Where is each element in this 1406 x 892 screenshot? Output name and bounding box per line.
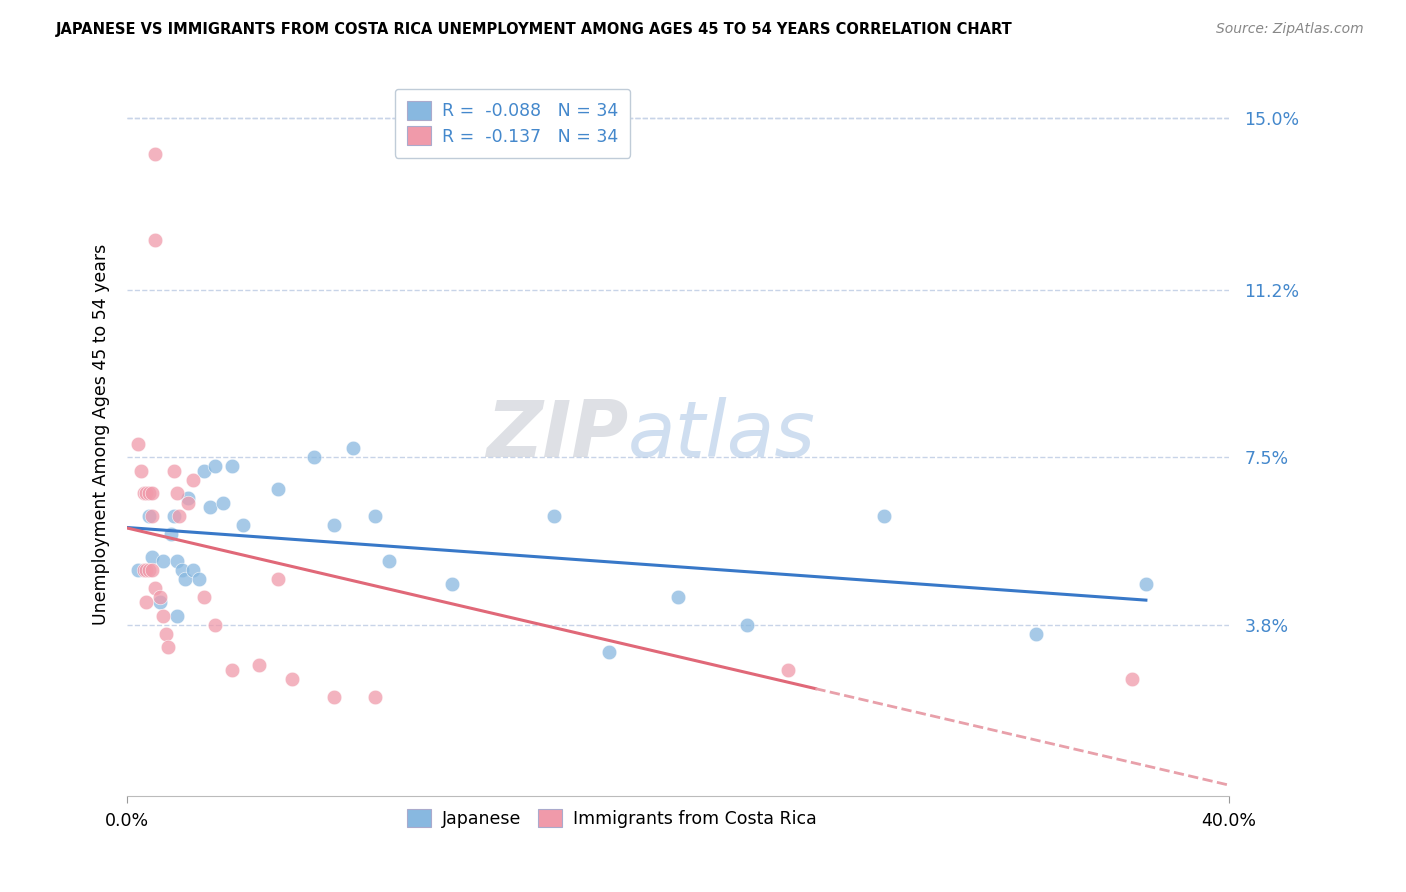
Point (155, 626, 177, 640)
Point (377, 554, 399, 568)
Point (873, 509, 896, 524)
Point (181, 473, 204, 487)
Point (157, 640, 180, 655)
Point (127, 436, 149, 450)
Legend: Japanese, Immigrants from Costa Rica: Japanese, Immigrants from Costa Rica (399, 802, 824, 835)
Point (176, 491, 198, 505)
Point (166, 608, 188, 623)
Text: ZIP: ZIP (486, 397, 628, 473)
Y-axis label: Unemployment Among Ages 45 to 54 years: Unemployment Among Ages 45 to 54 years (93, 244, 110, 625)
Point (138, 486, 160, 500)
Point (129, 464, 152, 478)
Point (141, 509, 163, 524)
Point (163, 464, 186, 478)
Point (141, 486, 163, 500)
Point (166, 486, 188, 500)
Point (267, 573, 290, 587)
Point (169, 509, 191, 524)
Point (232, 518, 254, 533)
Point (163, 509, 186, 524)
Point (364, 509, 387, 524)
Point (143, 147, 166, 161)
Point (193, 591, 215, 605)
Point (281, 672, 304, 686)
Point (132, 563, 155, 577)
Point (221, 663, 243, 677)
Point (187, 573, 209, 587)
Point (666, 591, 689, 605)
Point (322, 690, 344, 704)
Point (181, 563, 204, 577)
Point (193, 464, 215, 478)
Text: atlas: atlas (628, 397, 815, 473)
Point (1135, 577, 1157, 591)
Point (1025, 626, 1047, 640)
Point (149, 591, 172, 605)
Point (1121, 672, 1143, 686)
Point (221, 459, 243, 474)
Point (143, 233, 166, 247)
Point (141, 549, 163, 564)
Point (598, 645, 620, 659)
Text: Source: ZipAtlas.com: Source: ZipAtlas.com (1216, 22, 1364, 37)
Point (198, 500, 221, 514)
Point (141, 563, 163, 577)
Point (138, 563, 160, 577)
Point (135, 486, 157, 500)
Point (304, 450, 326, 465)
Point (776, 663, 799, 677)
Point (173, 573, 195, 587)
Point (149, 595, 172, 609)
Point (160, 527, 183, 541)
Point (176, 495, 198, 509)
Point (152, 608, 174, 623)
Point (132, 486, 155, 500)
Point (143, 582, 166, 596)
Point (267, 482, 290, 496)
Point (212, 495, 235, 509)
Point (204, 459, 226, 474)
Point (735, 617, 758, 632)
Text: JAPANESE VS IMMIGRANTS FROM COSTA RICA UNEMPLOYMENT AMONG AGES 45 TO 54 YEARS CO: JAPANESE VS IMMIGRANTS FROM COSTA RICA U… (56, 22, 1012, 37)
Point (135, 563, 157, 577)
Point (166, 554, 188, 568)
Point (322, 518, 344, 533)
Point (135, 595, 157, 609)
Point (170, 563, 193, 577)
Point (138, 509, 160, 524)
Point (247, 658, 270, 673)
Point (364, 690, 387, 704)
Point (127, 563, 149, 577)
Point (440, 577, 463, 591)
Point (152, 554, 174, 568)
Point (204, 617, 226, 632)
Point (543, 509, 565, 524)
Point (342, 442, 364, 456)
